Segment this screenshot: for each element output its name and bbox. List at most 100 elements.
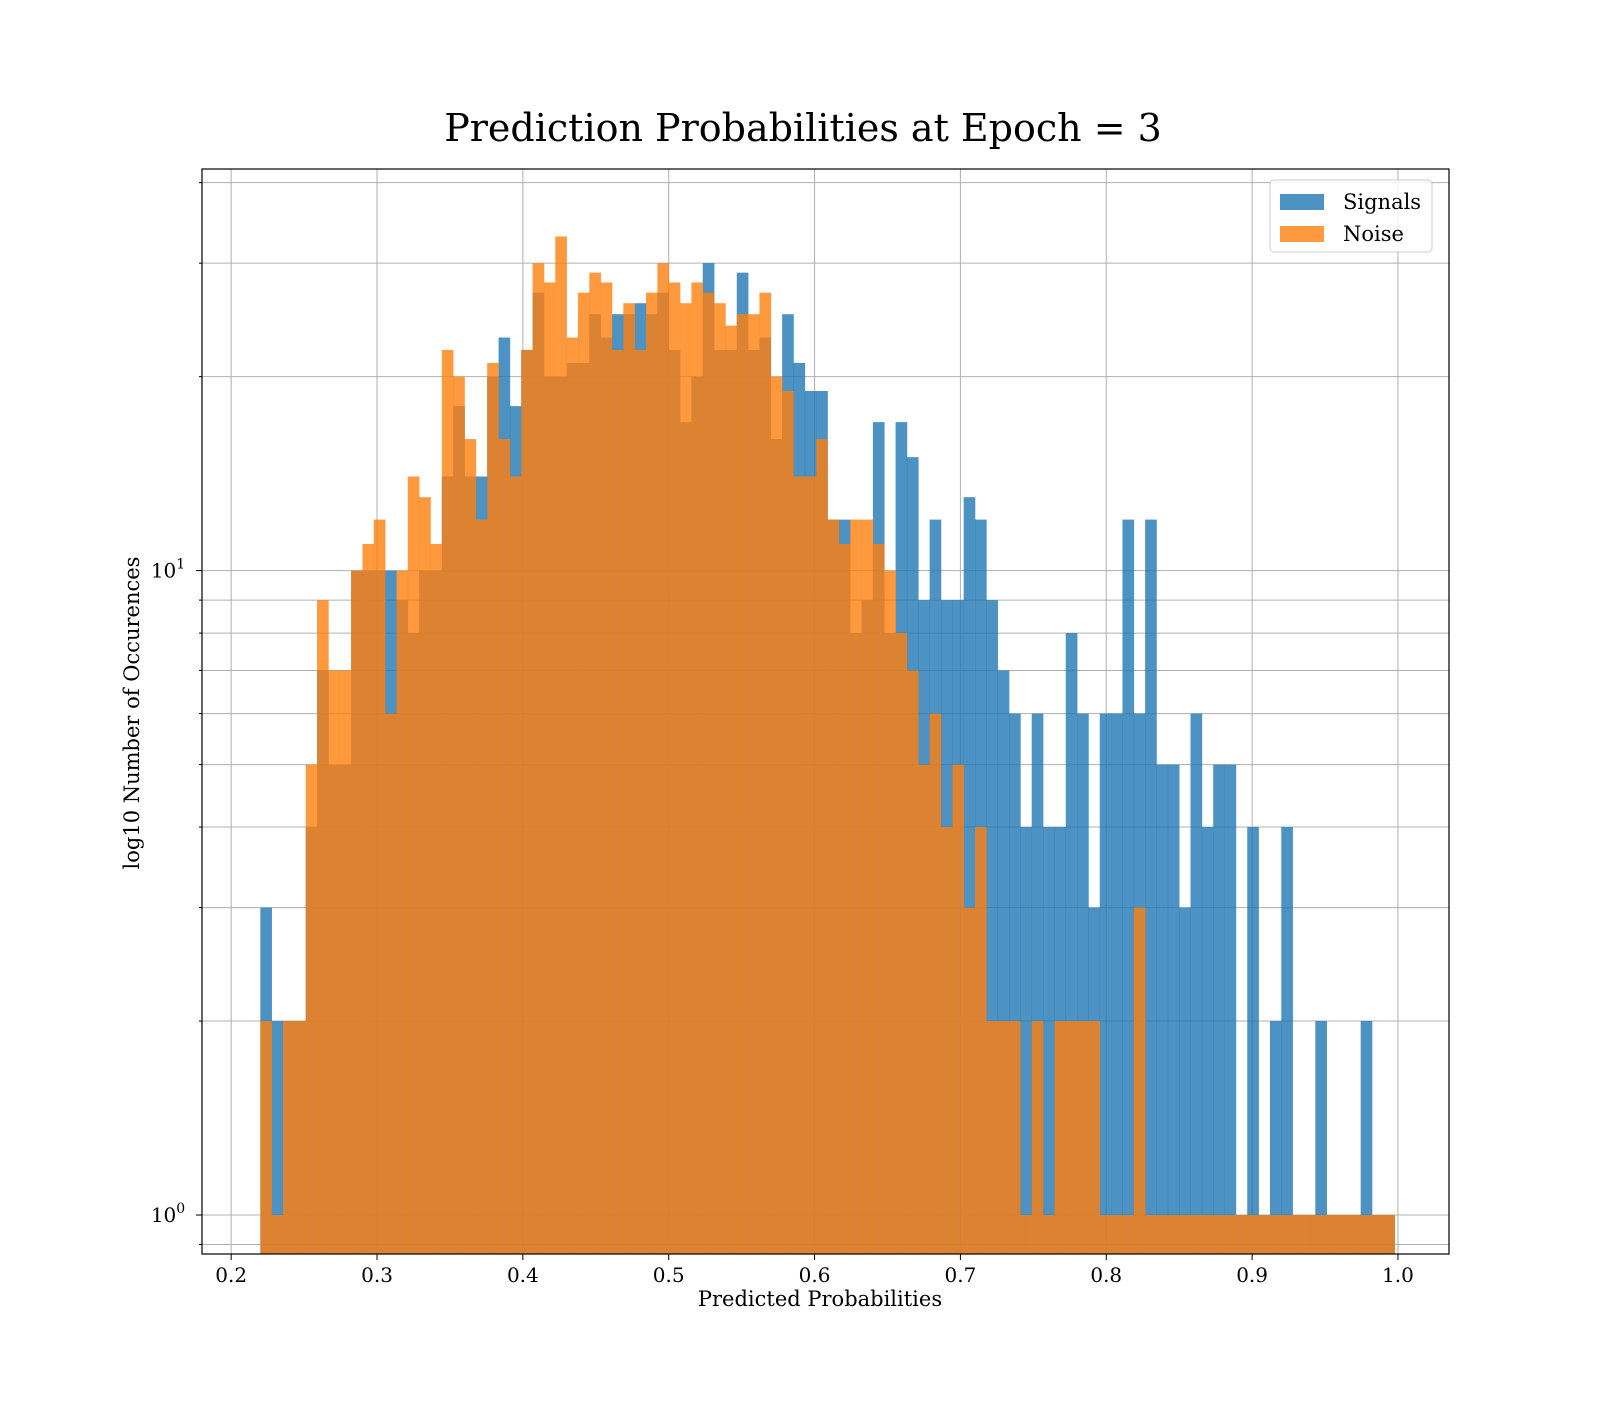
bar-noise [1122,1215,1135,1254]
bar-noise [509,476,522,1254]
legend-swatch-noise [1280,226,1324,242]
bar-noise [1054,1021,1067,1254]
bar-noise [1303,1215,1316,1254]
bar-noise [555,236,567,1254]
bar-noise [362,543,375,1254]
bar-noise [1031,1021,1044,1254]
bar-noise [589,272,601,1254]
bar-signals [271,1021,284,1254]
legend-label-signals: Signals [1343,190,1421,214]
chart-title: Prediction Probabilities at Epoch = 3 [444,106,1162,150]
y-tick-label: 101 [151,557,185,583]
bar-noise [339,670,352,1254]
bar-noise [1235,1215,1248,1254]
bar-signals [1156,764,1169,1254]
bar-noise [1281,1215,1293,1254]
bar-signals [1111,713,1123,1254]
bar-noise [895,633,908,1254]
bar-noise [827,519,840,1254]
bar-noise [600,282,613,1254]
bar-noise [294,1021,307,1254]
legend: Signals Noise [1269,179,1433,253]
x-axis-label: Predicted Probabilities [698,1287,942,1311]
bar-noise [646,292,658,1254]
bar-signals [1031,713,1044,1254]
bar-noise [623,303,635,1254]
x-tick-label: 0.2 [215,1263,247,1287]
bar-noise [577,292,590,1254]
legend-label-noise: Noise [1343,222,1404,246]
bar-noise [702,292,715,1254]
bar-noise [305,764,318,1254]
bar-noise [1349,1215,1361,1254]
bar-signals [963,497,976,1254]
bar-noise [668,282,681,1254]
bar-signals [1009,713,1021,1254]
bar-noise [1326,1215,1339,1254]
plot-frame [201,168,1450,1255]
bar-noise [838,543,851,1254]
bar-noise [351,570,363,1254]
bar-noise [940,827,953,1254]
bar-signals [1360,1021,1373,1254]
bar-noise [884,570,896,1254]
bar-noise [748,314,760,1254]
bar-noise [328,670,341,1254]
bar-noise [986,1021,998,1254]
bar-noise [1269,1215,1282,1254]
bar-noise [725,325,738,1254]
bar-noise [521,349,533,1254]
bar-noise [1224,1215,1237,1254]
bar-noise [1360,1215,1373,1254]
bar-noise [1201,1215,1214,1254]
bar-noise [657,263,670,1254]
bar-signals [1190,713,1203,1254]
bar-signals [986,600,998,1254]
bar-signals [1099,713,1112,1254]
bar-noise [997,1021,1010,1254]
x-tick-label: 0.8 [1090,1263,1122,1287]
bar-signals [1122,519,1135,1254]
bar-signals [1201,827,1214,1254]
bar-noise [1099,1215,1112,1254]
bar-signals [1020,827,1033,1254]
x-tick-label: 0.9 [1236,1263,1268,1287]
bar-noise [1133,907,1146,1254]
bar-noise [1088,1021,1101,1254]
bar-noise [407,476,420,1254]
bar-noise [952,764,964,1254]
bar-noise [1190,1215,1203,1254]
bar-noise [441,349,454,1254]
bar-noise [396,570,409,1254]
bar-signals [1065,633,1078,1254]
bar-noise [770,376,783,1254]
bar-noise [1258,1215,1271,1254]
axis-ticks: 0.2 0.3 0.4 0.5 0.6 0.7 0.8 0.9 1.0 100 101 [151,182,1414,1287]
bar-noise [1179,1215,1191,1254]
bar-noise [475,519,488,1254]
bar-noise [1156,1215,1169,1254]
bar-noise [1111,1215,1123,1254]
bar-signals [1224,764,1237,1254]
bar-noise [283,1021,295,1254]
bar-noise [872,543,885,1254]
x-tick-label: 0.3 [361,1263,393,1287]
bar-noise [566,337,579,1254]
bar-signals [1167,764,1180,1254]
bar-noise [1167,1215,1180,1254]
y-axis-label: log10 Number of Occurences [120,557,144,870]
bar-noise [1009,1021,1021,1254]
bar-noise [260,1021,272,1254]
bar-signals [1269,1021,1282,1254]
x-tick-label: 0.4 [507,1263,539,1287]
bar-signals [1179,907,1191,1254]
bar-noise [271,1215,284,1254]
bar-signals [1077,713,1089,1254]
bar-noise [1292,1215,1305,1254]
bar-signals [997,670,1010,1254]
bar-noise [487,362,499,1254]
y-tick-label: 100 [151,1201,185,1227]
bar-noise [816,439,828,1254]
